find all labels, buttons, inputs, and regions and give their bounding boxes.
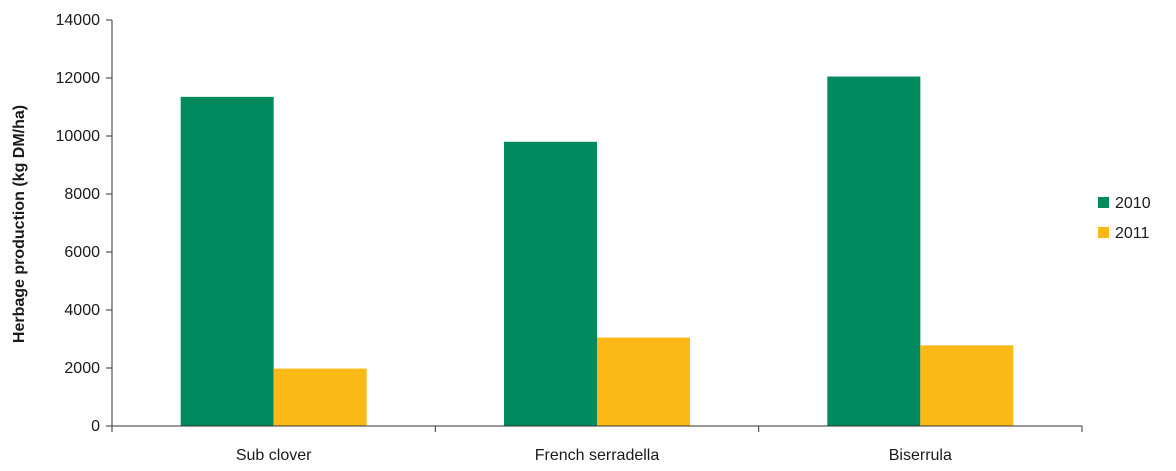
bar-2010-2 bbox=[827, 76, 921, 427]
legend-swatch-2010 bbox=[1098, 197, 1109, 208]
x-category-label: Biserrula bbox=[889, 447, 952, 464]
x-category-label: French serradella bbox=[535, 447, 660, 464]
legend-swatch-2011 bbox=[1098, 227, 1109, 238]
y-tick-label: 4000 bbox=[64, 302, 100, 319]
labels-layer: 0 2000 4000 6000 8000 10000 12000 14000 Sub clov… bbox=[56, 12, 952, 464]
bar-2010-1 bbox=[504, 141, 597, 427]
bar-2010-0 bbox=[180, 96, 274, 426]
axes-layer bbox=[106, 19, 1083, 432]
bar-2011-0 bbox=[273, 368, 367, 426]
y-tick-label: 8000 bbox=[64, 186, 100, 203]
y-tick-label: 0 bbox=[91, 418, 100, 435]
y-axis-title: Herbage production (kg DM/ha) bbox=[11, 105, 28, 343]
bar-2011-1 bbox=[597, 337, 690, 426]
y-tick-label: 12000 bbox=[56, 70, 101, 87]
x-category-label: Sub clover bbox=[236, 447, 312, 464]
y-tick-label: 10000 bbox=[56, 128, 101, 145]
legend: 2010 2011 bbox=[1098, 195, 1151, 242]
bar-2011-2 bbox=[920, 345, 1014, 426]
y-tick-label: 14000 bbox=[56, 12, 101, 29]
legend-label-2011: 2011 bbox=[1115, 225, 1150, 242]
y-tick-label: 6000 bbox=[64, 244, 100, 261]
legend-label-2010: 2010 bbox=[1115, 195, 1151, 212]
y-tick-label: 2000 bbox=[64, 360, 100, 377]
bars-layer bbox=[180, 76, 1014, 427]
